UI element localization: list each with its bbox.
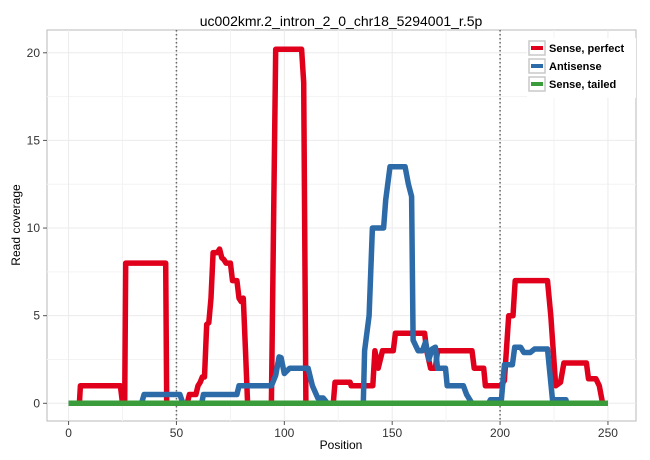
legend: Sense, perfect Antisense Sense, tailed — [527, 38, 636, 98]
legend-swatch — [531, 82, 543, 86]
legend-swatch — [531, 64, 543, 68]
x-tick-label: 150 — [382, 426, 402, 440]
y-tick-label: 20 — [27, 46, 41, 60]
legend-label: Sense, tailed — [549, 79, 616, 91]
y-tick-label: 15 — [27, 133, 41, 147]
x-tick-label: 50 — [170, 426, 184, 440]
legend-swatch — [531, 46, 543, 50]
y-tick-label: 10 — [27, 221, 41, 235]
series-lines — [68, 46, 608, 407]
y-axis-label: Read coverage — [9, 184, 23, 266]
chart-title: uc002kmr.2_intron_2_0_chr18_5294001_r.5p — [200, 13, 483, 29]
legend-label: Antisense — [549, 61, 602, 73]
y-tick-label: 0 — [33, 396, 40, 410]
x-axis-label: Position — [320, 438, 363, 452]
legend-label: Sense, perfect — [549, 43, 625, 55]
series-line-sense-perfect — [68, 46, 608, 407]
reference-lines — [175, 30, 501, 421]
x-tick-label: 200 — [490, 426, 510, 440]
x-tick-label: 0 — [65, 426, 72, 440]
series-line-antisense — [68, 163, 608, 407]
x-tick-label: 250 — [598, 426, 618, 440]
x-axis-ticks: 0 50 100 150 200 250 — [65, 421, 618, 440]
x-tick-label: 100 — [274, 426, 294, 440]
y-tick-label: 5 — [33, 309, 40, 323]
y-axis-ticks: 0 5 10 15 20 — [27, 46, 47, 410]
